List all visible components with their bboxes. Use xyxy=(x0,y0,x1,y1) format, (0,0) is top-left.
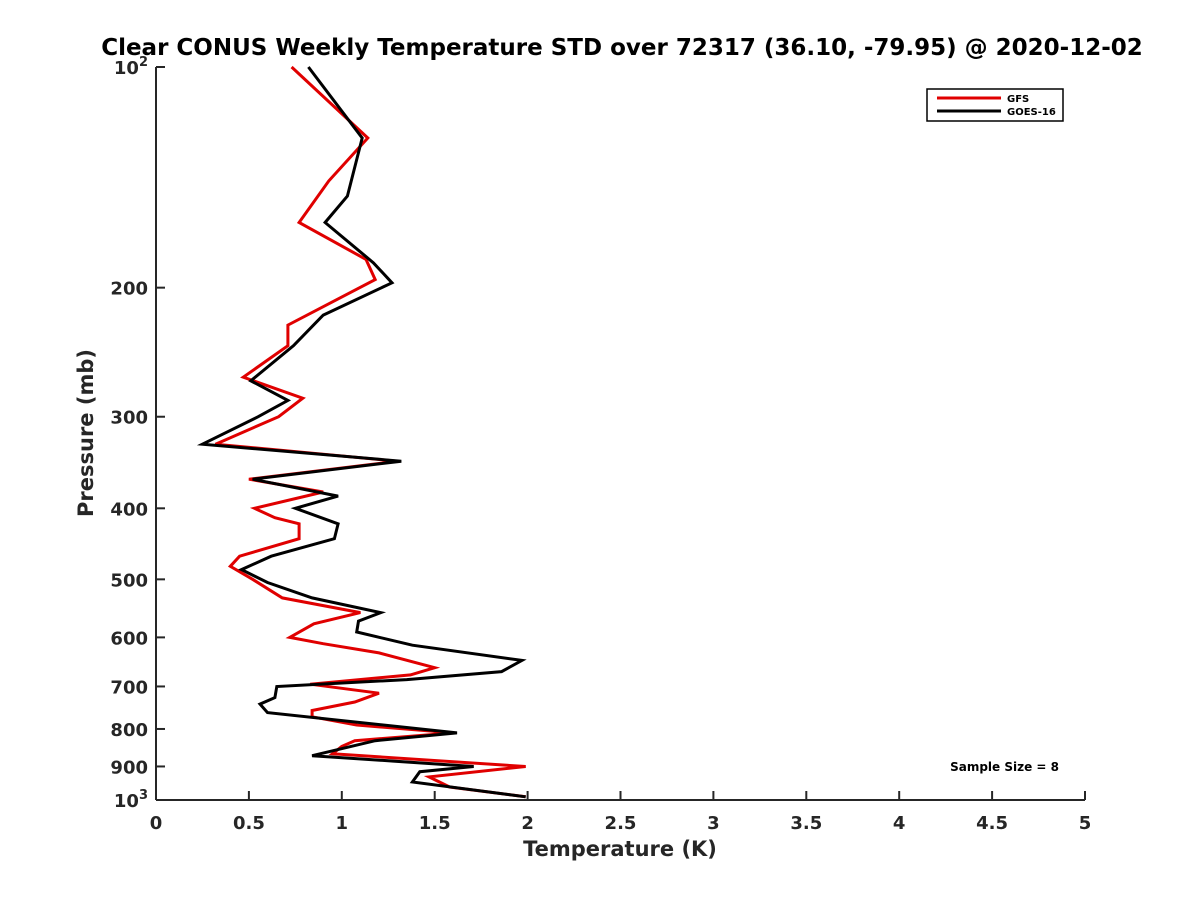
y-tick-label: 300 xyxy=(110,408,148,429)
y-tick-label: 200 xyxy=(110,279,148,300)
x-tick-label: 1 xyxy=(336,813,349,834)
y-axis-label: Pressure (mb) xyxy=(74,349,98,517)
y-tick-exponent: 3 xyxy=(139,788,148,803)
x-axis-label: Temperature (K) xyxy=(523,837,717,861)
y-tick-label: 500 xyxy=(110,570,148,591)
legend-label: GOES-16 xyxy=(1007,107,1056,118)
x-tick-label: 1.5 xyxy=(419,813,451,834)
y-tick-exponent: 2 xyxy=(139,55,148,70)
y-tick-label: 600 xyxy=(110,628,148,649)
legend: GFS GOES-16 xyxy=(926,88,1064,122)
y-tick-label: 102 xyxy=(114,55,148,79)
sample-size-annotation: Sample Size = 8 xyxy=(950,760,1059,774)
series-line-gfs xyxy=(214,65,526,799)
y-tick-label: 900 xyxy=(110,757,148,778)
y-tick-label: 700 xyxy=(110,677,148,698)
axes-layer: 0 0.5 1 1.5 2 2.5 3 3.5 4 4.5 5 102 200 300 400 500 600 7… xyxy=(110,55,1091,834)
x-tick-label: 4 xyxy=(893,813,906,834)
x-tick-label: 2.5 xyxy=(605,813,637,834)
x-tick-label: 2 xyxy=(521,813,534,834)
x-tick-label: 4.5 xyxy=(976,813,1008,834)
x-tick-label: 0.5 xyxy=(233,813,265,834)
y-tick-label: 400 xyxy=(110,499,148,520)
legend-label: GFS xyxy=(1007,94,1029,105)
x-tick-label: 3.5 xyxy=(790,813,822,834)
x-tick-label: 5 xyxy=(1079,813,1092,834)
x-tick-label: 3 xyxy=(707,813,720,834)
series-layer xyxy=(196,65,527,799)
chart-title: Clear CONUS Weekly Temperature STD over … xyxy=(101,35,1143,61)
y-tick-label: 800 xyxy=(110,720,148,741)
y-tick-label: 103 xyxy=(114,788,148,812)
series-line-goes-16 xyxy=(196,66,527,799)
legend-box xyxy=(926,88,1064,122)
x-tick-label: 0 xyxy=(150,813,163,834)
